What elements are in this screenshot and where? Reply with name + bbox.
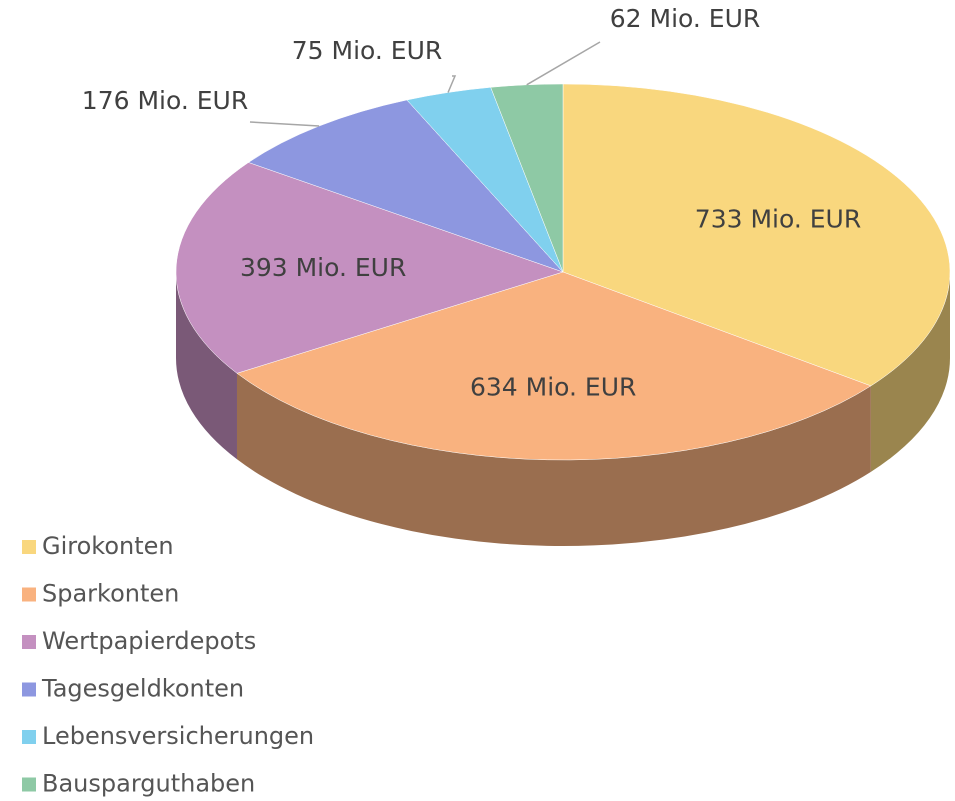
slice xyxy=(175,162,564,374)
legend-swatch xyxy=(22,730,36,744)
legend-label: Bausparguthaben xyxy=(42,770,255,798)
pie-tops xyxy=(175,83,951,461)
data-label: 176 Mio. EUR xyxy=(82,86,248,115)
legend-swatch xyxy=(22,682,36,697)
legend-label: Wertpapierdepots xyxy=(42,627,256,655)
pie-walls xyxy=(176,272,950,546)
data-label: 733 Mio. EUR xyxy=(695,204,861,233)
slice-side xyxy=(176,272,237,460)
slice xyxy=(562,83,951,387)
data-label: 393 Mio. EUR xyxy=(240,253,406,282)
slice-side xyxy=(236,373,871,546)
slice xyxy=(247,99,564,273)
legend-swatch xyxy=(22,777,36,792)
slice xyxy=(236,271,872,461)
data-label: 75 Mio. EUR xyxy=(292,36,443,65)
legend: Girokonten Sparkonten Wertpapierdepots Tage… xyxy=(22,532,314,798)
data-label: 634 Mio. EUR xyxy=(470,372,636,401)
legend-swatch xyxy=(22,635,36,649)
data-label: 62 Mio. EUR xyxy=(610,4,761,33)
legend-label: Tagesgeldkonten xyxy=(41,675,244,703)
legend-swatch xyxy=(22,540,36,554)
slice-side xyxy=(870,272,950,472)
slice xyxy=(490,83,564,273)
legend-label: Sparkonten xyxy=(42,580,179,608)
legend-label: Lebensversicherungen xyxy=(42,722,314,750)
leader-line xyxy=(526,41,601,86)
leader-line xyxy=(447,75,457,93)
leader-line xyxy=(249,121,320,127)
pie-labels: 733 Mio. EUR 634 Mio. EUR 393 Mio. EUR 176 … xyxy=(82,4,861,401)
legend-swatch xyxy=(22,587,36,602)
legend-label: Girokonten xyxy=(42,532,174,560)
